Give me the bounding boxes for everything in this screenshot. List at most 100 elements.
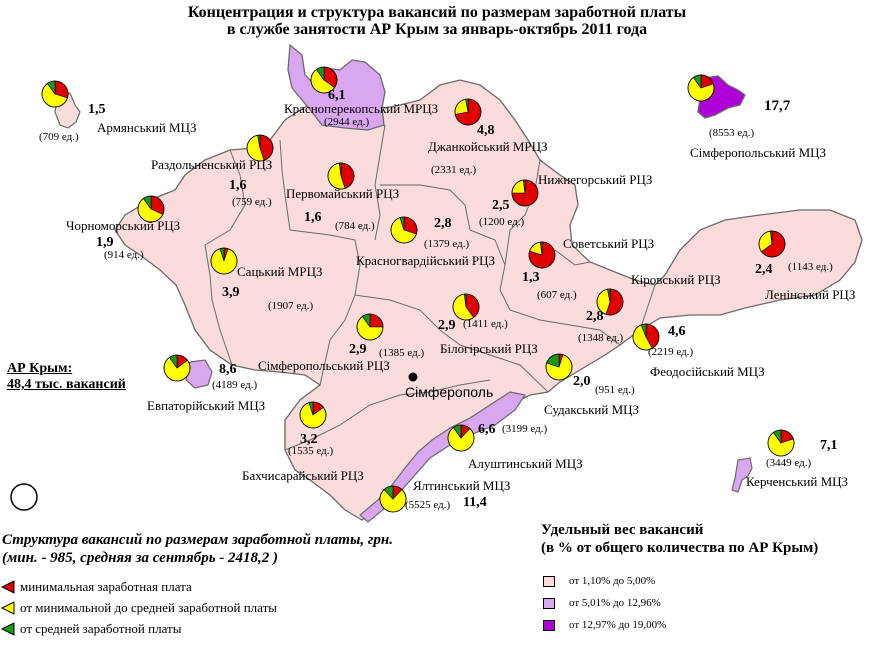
legend-share-title1: Удельный вес вакансий: [541, 522, 704, 538]
yellow-wedge-icon: [0, 600, 15, 615]
pie-outline-evpatoria: [163, 354, 191, 382]
pct-chornomorske: 1,9: [96, 235, 114, 250]
pie-outline-krasnoperekopsk: [310, 66, 338, 94]
pie-charts: [41, 66, 795, 513]
name-simferopol-mcz: Сімферопольський МЦЗ: [690, 145, 827, 160]
pie-outline-pervomayske: [327, 162, 355, 190]
legend-item-mid-label: от минимальной до средней заработной пла…: [20, 599, 277, 615]
name-evpatoria: Евпаторійський МЦЗ: [147, 398, 266, 413]
pct-kirovsky: 2,8: [586, 309, 604, 324]
count-leninsky: (1143 ед.): [788, 261, 833, 273]
pie-outline-kerch: [767, 429, 795, 457]
legend-share-high-label: от 12,97% до 19,00%: [569, 619, 667, 631]
pie-outline-sudak: [545, 353, 573, 381]
pct-krasnoperekopsk: 6,1: [328, 88, 346, 103]
name-sudak: Судакський МЦЗ: [544, 402, 640, 417]
pct-nizhnegorsk: 2,5: [492, 198, 510, 213]
name-feodosia: Феодосійський МЦЗ: [650, 364, 765, 379]
name-razdolnoe: Раздольненський РЦЗ: [151, 157, 273, 172]
name-chornomorske: Чорноморський РЦЗ: [66, 218, 181, 233]
legend-share-title2: (в % от общего количества по АР Крым): [541, 540, 819, 556]
pie-outline-bakhchisaray: [299, 401, 327, 429]
name-alushta: Алуштинський МЦЗ: [468, 456, 583, 471]
count-simferopol-mcz: (8553 ед.): [709, 127, 755, 139]
legend-structure-title2: (мин. - 985, средняя за сентябрь - 2418,…: [2, 550, 279, 566]
legend-item-mid: от минимальной до средней заработной пла…: [0, 597, 277, 618]
pct-simferopol-rcz: 2,9: [349, 342, 367, 357]
name-sovetsky: Советський РЦЗ: [563, 236, 655, 251]
pie-outline-sovetsky: [528, 241, 556, 269]
count-krasnoperekopsk: (2944 ед.): [324, 116, 370, 128]
pie-outline-nizhnegorsk: [511, 179, 539, 207]
count-kerch: (3449 ед.): [766, 457, 812, 469]
pct-saki: 3,9: [222, 285, 240, 300]
pct-pervomayske: 1,6: [304, 210, 322, 225]
legend-share-mid: от 5,01% до 12,96%: [543, 592, 666, 614]
region-evpatoria: [185, 359, 213, 389]
name-krasnoperekopsk: Красноперекопський МРЦЗ: [284, 101, 439, 116]
count-feodosia: (2219 ед.): [648, 346, 694, 358]
legend-share-low: от 1,10% до 5,00%: [543, 570, 666, 592]
count-dzhankoy: (2331 ед.): [431, 164, 477, 176]
legend-share-high: от 12,97% до 19,00%: [543, 614, 666, 636]
name-simferopol-rcz: Сімферопольський РЦЗ: [258, 358, 390, 373]
swatch-mid: [543, 597, 555, 609]
pie-outline-leninsky: [758, 230, 786, 258]
pct-yalta: 11,4: [463, 495, 487, 510]
city-simferopol: Сімферополь: [405, 384, 494, 400]
name-yalta: Ялтинський МЦЗ: [413, 478, 511, 493]
pie-outline-armyansk: [41, 80, 69, 108]
name-kerch: Керченський МЦЗ: [746, 474, 849, 489]
count-belogorsk: (1411 ед.): [463, 318, 508, 330]
simferopol-city-dot: [408, 372, 418, 382]
pct-razdolnoe: 1,6: [229, 178, 247, 193]
legend-share-low-label: от 1,10% до 5,00%: [569, 575, 656, 587]
count-bakhchisaray: (1535 ед.): [288, 445, 334, 457]
empty-circle-marker: [10, 483, 38, 511]
name-bakhchisaray: Бахчисарайський РЦЗ: [242, 468, 364, 483]
pct-simferopol-mcz: 17,7: [764, 98, 791, 114]
legend-structure-list: минимальная заработная плата от минималь…: [0, 576, 277, 639]
pie-outline-feodosia: [632, 323, 660, 351]
count-alushta: (3199 ед.): [502, 423, 548, 435]
legend-share-list: от 1,10% до 5,00% от 5,01% до 12,96% от …: [543, 570, 666, 636]
green-wedge-icon: [0, 621, 15, 636]
count-armyansk: (709 ед.): [39, 131, 79, 143]
pie-outline-razdolnoe: [246, 134, 274, 162]
map-title-line2: в службе занятости АР Крым за январь-окт…: [226, 21, 648, 38]
name-pervomayske: Первомайський РЦЗ: [286, 186, 400, 201]
pie-outline-simferopol_rcz: [356, 313, 384, 341]
pct-armyansk: 1,5: [88, 102, 106, 117]
pct-evpatoria: 8,6: [219, 362, 237, 377]
pct-bakhchisaray: 3,2: [300, 432, 318, 447]
pie-outline-simferopol_mcz: [687, 74, 715, 102]
pct-leninsky: 2,4: [755, 262, 773, 277]
count-saki: (1907 ед.): [268, 300, 314, 312]
legend-structure-title1: Структура вакансий по размерам заработно…: [2, 532, 393, 548]
name-leninsky: Ленінський РЦЗ: [765, 287, 856, 302]
swatch-low: [543, 575, 555, 587]
count-simferopol-rcz: (1385 ед.): [379, 347, 425, 359]
pie-outline-dzhankoy: [454, 98, 482, 126]
pie-outline-chornomorske: [137, 195, 165, 223]
map-title-line1: Концентрация и структура вакансий по раз…: [187, 4, 687, 21]
count-razdolnoe: (759 ед.): [232, 196, 272, 208]
count-chornomorske: (914 ед.): [104, 249, 144, 261]
count-kirovsky: (1348 ед.): [578, 332, 624, 344]
count-pervomayske: (784 ед.): [335, 220, 375, 232]
pct-sovetsky: 1,3: [522, 270, 540, 285]
total-line2: 48,4 тыс. вакансий: [7, 377, 126, 392]
name-kirovsky: Кіровський РЦЗ: [631, 272, 721, 287]
pie-outline-belogorsk: [452, 293, 480, 321]
pie-outline-yalta: [379, 485, 407, 513]
count-sudak: (951 ед.): [595, 384, 635, 396]
count-krasnogvard: (1379 ед.): [424, 238, 470, 250]
region-kerch: [731, 457, 753, 493]
pct-belogorsk: 2,9: [438, 318, 456, 333]
pct-sudak: 2,0: [573, 374, 591, 389]
count-sovetsky: (607 ед.): [537, 289, 577, 301]
swatch-high: [543, 619, 555, 631]
pct-feodosia: 4,6: [668, 324, 686, 339]
pie-outline-saki: [210, 247, 238, 275]
name-saki: Сацький МРЦЗ: [237, 264, 323, 279]
